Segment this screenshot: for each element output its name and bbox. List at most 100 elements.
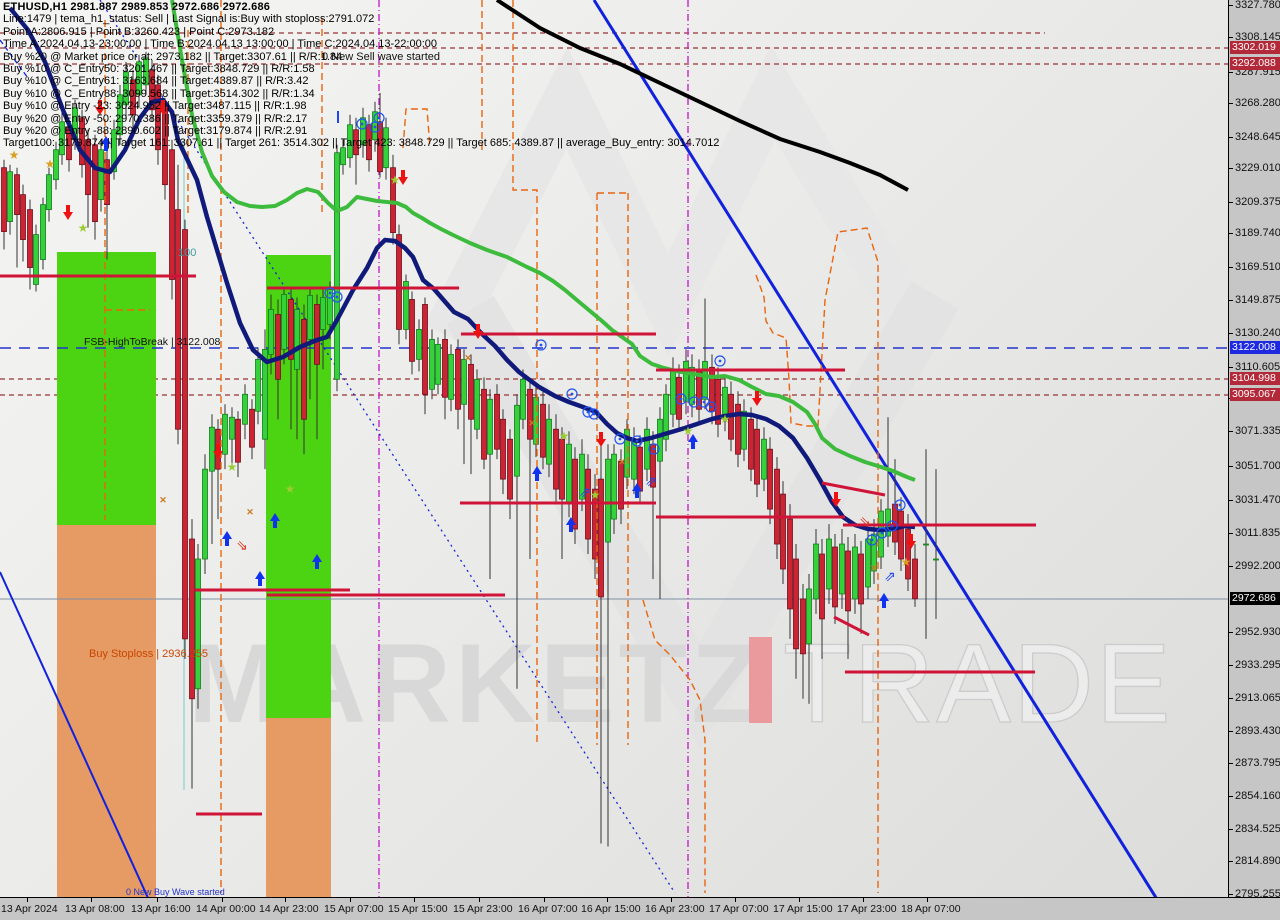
star-marker-icon: ★ xyxy=(227,460,238,474)
price-tick-label: 2873.795 xyxy=(1235,757,1280,769)
candle-bearish xyxy=(353,129,359,156)
tema-navy-line xyxy=(8,6,916,533)
candle-bullish xyxy=(123,71,129,106)
info-circle-icon xyxy=(588,408,600,420)
candle-bullish xyxy=(111,129,117,173)
candle-bullish xyxy=(7,171,13,222)
info-circle-dot xyxy=(890,524,894,528)
info-circle-icon xyxy=(631,435,643,447)
candle-bearish xyxy=(898,510,904,560)
time-tick-label: 13 Apr 2024 xyxy=(1,903,58,915)
candle-bullish xyxy=(46,174,52,211)
candle-bearish xyxy=(104,159,110,206)
candle-bullish xyxy=(520,378,526,420)
time-axis[interactable]: 13 Apr 2024 13 Apr 08:00 13 Apr 16:00 14 Ap… xyxy=(0,897,1280,920)
candle-bullish xyxy=(566,443,572,505)
price-axis[interactable]: 3327.780 3308.145 3287.915 3268.280 3248.645… xyxy=(1228,0,1280,900)
price-tick-mark xyxy=(1229,632,1233,633)
candle-bearish xyxy=(249,408,255,448)
candle-bearish xyxy=(130,79,136,116)
time-tick-mark xyxy=(544,898,545,902)
price-tick-label: 3229.010 xyxy=(1235,162,1280,174)
price-tick-mark xyxy=(1229,731,1233,732)
info-circle-icon xyxy=(648,443,660,455)
candle-bearish xyxy=(314,304,320,365)
time-tick-label: 17 Apr 23:00 xyxy=(837,903,897,915)
candle-bearish xyxy=(819,553,825,620)
candle-bullish xyxy=(657,418,663,462)
price-tick-mark xyxy=(1229,103,1233,104)
candle-bullish xyxy=(53,149,59,181)
price-tick-label: 2854.160 xyxy=(1235,790,1280,802)
candle-bullish xyxy=(487,398,493,455)
time-tick-mark xyxy=(350,898,351,902)
star-marker-icon: ★ xyxy=(78,221,89,235)
candle-bearish xyxy=(162,107,168,186)
candle-bullish xyxy=(347,124,353,159)
candle-bullish xyxy=(33,234,39,285)
candle-bullish xyxy=(871,533,877,572)
candle-bearish xyxy=(149,69,155,111)
price-tick-mark xyxy=(1229,431,1233,432)
candle-bearish xyxy=(637,446,643,492)
candle-bearish xyxy=(709,366,715,412)
buy-arrow-icon xyxy=(566,517,576,532)
candle-bullish xyxy=(360,117,366,146)
candle-bearish xyxy=(182,229,188,640)
info-circle-icon xyxy=(714,355,726,367)
wave-indicator-dashed-path xyxy=(402,108,431,149)
time-tick-mark xyxy=(285,898,286,902)
buy-arrow-icon xyxy=(879,593,889,608)
support-resistance-segment xyxy=(821,481,886,497)
price-badge-red: 3095.067 xyxy=(1230,388,1280,401)
candlestick-chart-canvas[interactable]: MARKETZ TRADE⇘⇘⇗⇗⇗★★★★★★★★★★★✕✕✕✕✕✕ xyxy=(0,0,1228,897)
price-badge-black: 2972.686 xyxy=(1230,592,1280,605)
price-tick-mark xyxy=(1229,533,1233,534)
price-tick-label: 3209.375 xyxy=(1235,196,1280,208)
buy-arrow-icon xyxy=(312,554,322,569)
candle-bullish xyxy=(448,353,454,400)
price-tick-mark xyxy=(1229,168,1233,169)
candle-bearish xyxy=(189,538,195,700)
star-marker-icon: ★ xyxy=(683,424,694,438)
candle-bearish xyxy=(455,348,461,410)
star-marker-icon: ★ xyxy=(285,482,296,496)
candle-bullish xyxy=(839,543,845,595)
candle-bullish xyxy=(255,358,261,412)
price-tick-label: 3031.470 xyxy=(1235,494,1280,506)
candle-bearish xyxy=(754,428,760,485)
chart-plot-area[interactable]: MARKETZ TRADE ⇘ ⇘ ⇗ ⇗ ⇗ ★ ★ ★ ★ ★ ★ ★ ★ ★ ★ ★ ✕ ✕ ✕ ✕ ✕ ✕ xyxy=(0,0,1228,897)
candle-bullish xyxy=(242,393,248,425)
time-tick-mark xyxy=(927,898,928,902)
candle-bullish xyxy=(59,121,65,156)
info-circle-dot xyxy=(539,343,543,347)
time-tick-mark xyxy=(414,898,415,902)
time-tick-label: 16 Apr 07:00 xyxy=(518,903,578,915)
candle-bearish xyxy=(27,209,33,268)
trend-line-blue-3 xyxy=(0,39,29,79)
candle-bearish xyxy=(715,378,721,425)
candle-bullish xyxy=(670,368,676,415)
wave-indicator-dashed-path xyxy=(512,0,538,745)
price-tick-mark xyxy=(1229,466,1233,467)
candle-bullish xyxy=(222,413,228,455)
candle-bullish xyxy=(262,348,268,440)
price-badge-red: 3104.998 xyxy=(1230,372,1280,385)
info-circle-icon xyxy=(582,406,594,418)
sell-arrow-icon xyxy=(398,170,408,185)
buy-arrow-icon xyxy=(222,531,232,546)
candle-bullish xyxy=(761,438,767,480)
candle-bullish xyxy=(416,329,422,360)
candle-bearish xyxy=(155,84,161,151)
time-tick-label: 13 Apr 08:00 xyxy=(65,903,125,915)
candle-bearish xyxy=(14,174,20,216)
candle-bullish xyxy=(307,295,313,340)
info-circle-dot xyxy=(570,392,574,396)
candle-bearish xyxy=(288,299,294,360)
buy-arrow-icon xyxy=(101,136,111,151)
markers-group: ⇘⇘⇗⇗⇗★★★★★★★★★★★✕✕✕✕✕✕ xyxy=(9,100,916,608)
buy-arrow-icon xyxy=(255,571,265,586)
candle-bullish xyxy=(340,147,346,166)
info-circle-icon xyxy=(356,118,368,130)
candle-bearish xyxy=(618,460,624,510)
